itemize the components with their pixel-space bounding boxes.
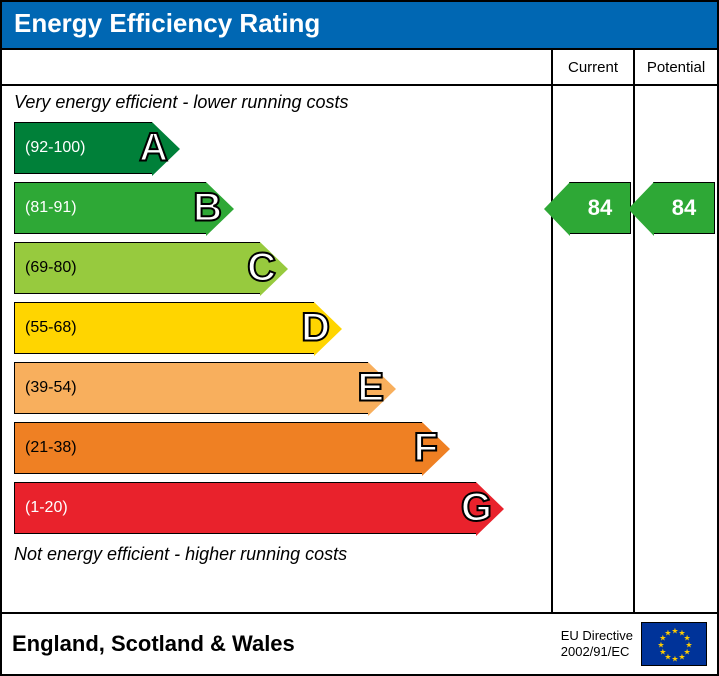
eu-block: EU Directive 2002/91/EC ★★★★★★★★★★★★: [561, 622, 707, 666]
band-range-d: (55-68): [15, 319, 314, 337]
band-range-a: (92-100): [15, 139, 152, 157]
region-text: England, Scotland & Wales: [12, 631, 295, 657]
potential-column: Potential 84: [635, 50, 717, 612]
caption-top: Very energy efficient - lower running co…: [2, 86, 551, 118]
band-letter-e: E: [357, 366, 384, 411]
band-bar-b: (81-91)B: [14, 182, 206, 234]
eu-line2: 2002/91/EC: [561, 644, 633, 660]
band-row-d: (55-68)D: [14, 298, 551, 358]
band-bar-e: (39-54)E: [14, 362, 368, 414]
band-row-f: (21-38)F: [14, 418, 551, 478]
potential-rating-pointer: 84: [653, 182, 715, 234]
current-header: Current: [553, 50, 633, 86]
footer: England, Scotland & Wales EU Directive 2…: [2, 612, 717, 674]
band-bar-g: (1-20)G: [14, 482, 476, 534]
band-row-b: (81-91)B: [14, 178, 551, 238]
current-rating-value: 84: [588, 195, 612, 221]
eu-line1: EU Directive: [561, 628, 633, 644]
caption-bottom: Not energy efficient - higher running co…: [2, 538, 551, 570]
band-range-e: (39-54): [15, 379, 368, 397]
potential-header: Potential: [635, 50, 717, 86]
band-bar-c: (69-80)C: [14, 242, 260, 294]
eu-star-icon: ★: [678, 653, 685, 662]
bands-header-spacer: [2, 50, 551, 86]
band-letter-d: D: [301, 306, 330, 351]
band-row-c: (69-80)C: [14, 238, 551, 298]
band-range-g: (1-20): [15, 499, 476, 517]
eu-flag-icon: ★★★★★★★★★★★★: [641, 622, 707, 666]
bars-area: (92-100)A (81-91)B (69-80)C (55-68)D (39-54)…: [2, 118, 551, 538]
band-range-b: (81-91): [15, 199, 206, 217]
band-letter-g: G: [461, 486, 492, 531]
band-bar-f: (21-38)F: [14, 422, 422, 474]
potential-rating-value: 84: [672, 195, 696, 221]
title-bar: Energy Efficiency Rating: [2, 2, 717, 50]
current-column: Current 84: [553, 50, 635, 612]
band-letter-a: A: [139, 126, 168, 171]
band-row-e: (39-54)E: [14, 358, 551, 418]
bands-column: Very energy efficient - lower running co…: [2, 50, 553, 612]
eu-star-icon: ★: [664, 628, 671, 637]
band-letter-f: F: [414, 426, 438, 471]
band-row-a: (92-100)A: [14, 118, 551, 178]
eu-directive-text: EU Directive 2002/91/EC: [561, 628, 633, 659]
band-row-g: (1-20)G: [14, 478, 551, 538]
title-text: Energy Efficiency Rating: [14, 8, 320, 38]
band-letter-b: B: [193, 186, 222, 231]
band-bar-d: (55-68)D: [14, 302, 314, 354]
epc-chart: Energy Efficiency Rating Very energy eff…: [0, 0, 719, 676]
band-letter-c: C: [247, 246, 276, 291]
chart-body: Very energy efficient - lower running co…: [2, 50, 717, 612]
band-bar-a: (92-100)A: [14, 122, 152, 174]
current-rating-pointer: 84: [569, 182, 631, 234]
eu-star-icon: ★: [671, 655, 678, 664]
band-range-c: (69-80): [15, 259, 260, 277]
band-range-f: (21-38): [15, 439, 422, 457]
